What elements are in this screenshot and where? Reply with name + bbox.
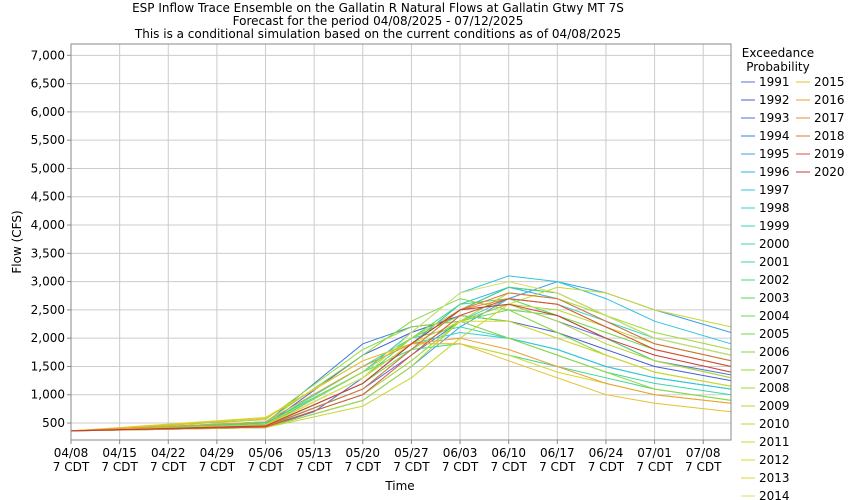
x-tick-sublabel: 7 CDT xyxy=(588,460,625,474)
y-tick-label: 5,500 xyxy=(31,133,65,147)
y-tick-label: 3,000 xyxy=(31,275,65,289)
legend-label: 2012 xyxy=(759,453,790,467)
legend-label: 2015 xyxy=(814,75,845,89)
legend-label: 2019 xyxy=(814,147,845,161)
y-tick-label: 2,500 xyxy=(31,303,65,317)
y-tick-label: 3,500 xyxy=(31,246,65,260)
legend-label: 2016 xyxy=(814,93,845,107)
legend-label: 2001 xyxy=(759,255,790,269)
x-tick-sublabel: 7 CDT xyxy=(539,460,576,474)
legend-label: 2018 xyxy=(814,129,845,143)
legend-label: 2008 xyxy=(759,381,790,395)
series-line-2020 xyxy=(70,303,732,432)
x-tick-label: 04/29 xyxy=(200,446,235,460)
legend-label: 2009 xyxy=(759,399,790,413)
legend-label: 2005 xyxy=(759,327,790,341)
x-tick-sublabel: 7 CDT xyxy=(685,460,722,474)
series-line-2014 xyxy=(70,281,732,432)
legend-items: 1991 1992 1993 1994 1995 1996 1997 1998 1999 2000… xyxy=(741,75,845,500)
legend-label: 1998 xyxy=(759,201,790,215)
chart-title: ESP Inflow Trace Ensemble on the Gallati… xyxy=(132,1,624,15)
y-tick-label: 5,000 xyxy=(31,161,65,175)
legend-label: 1996 xyxy=(759,165,790,179)
y-tick-label: 4,000 xyxy=(31,218,65,232)
series-line-1997 xyxy=(70,275,732,432)
chart-subtitle-condition: This is a conditional simulation based o… xyxy=(134,27,621,41)
legend-label: 1997 xyxy=(759,183,790,197)
x-tick-sublabel: 7 CDT xyxy=(199,460,236,474)
grid-lines xyxy=(70,44,731,440)
x-tick-sublabel: 7 CDT xyxy=(150,460,187,474)
y-tick-label: 6,500 xyxy=(31,77,65,91)
x-tick-label: 06/24 xyxy=(589,446,624,460)
x-tick-label: 04/08 xyxy=(54,446,89,460)
plot-area xyxy=(71,44,731,440)
x-tick-label: 06/03 xyxy=(443,446,478,460)
series-line-2015 xyxy=(70,343,732,432)
x-tick-sublabel: 7 CDT xyxy=(53,460,90,474)
legend-label: 1995 xyxy=(759,147,790,161)
legend-label: 2020 xyxy=(814,165,845,179)
chart-titles: ESP Inflow Trace Ensemble on the Gallati… xyxy=(132,1,624,41)
legend-label: 2002 xyxy=(759,273,790,287)
x-tick-label: 07/01 xyxy=(637,446,672,460)
y-tick-label: 7,000 xyxy=(31,48,65,62)
legend-label: 2003 xyxy=(759,291,790,305)
x-tick-label: 04/15 xyxy=(102,446,137,460)
x-tick-label: 05/06 xyxy=(248,446,283,460)
x-tick-sublabel: 7 CDT xyxy=(442,460,479,474)
y-tick-label: 500 xyxy=(42,416,65,430)
series-line-2016 xyxy=(70,337,732,432)
legend-label: 2000 xyxy=(759,237,790,251)
x-tick-label: 05/13 xyxy=(297,446,332,460)
x-tick-label: 06/10 xyxy=(491,446,526,460)
y-tick-label: 4,500 xyxy=(31,190,65,204)
x-tick-sublabel: 7 CDT xyxy=(247,460,284,474)
legend-label: 2017 xyxy=(814,111,845,125)
x-tick-label: 05/27 xyxy=(394,446,429,460)
legend-label: 2011 xyxy=(759,435,790,449)
y-axis: 500 1,000 1,500 2,000 2,500 3,000 3,500 4,000 4,… xyxy=(31,48,71,430)
series-line-2000 xyxy=(70,326,732,432)
series-line-2018 xyxy=(70,292,732,432)
chart-subtitle: Forecast for the period 04/08/2025 - 07/… xyxy=(233,14,524,28)
x-tick-sublabel: 7 CDT xyxy=(636,460,673,474)
x-tick-sublabel: 7 CDT xyxy=(345,460,382,474)
x-tick-sublabel: 7 CDT xyxy=(393,460,430,474)
y-axis-label: Flow (CFS) xyxy=(10,210,24,273)
legend-label: 1993 xyxy=(759,111,790,125)
x-tick-label: 06/17 xyxy=(540,446,575,460)
x-tick-label: 05/20 xyxy=(345,446,380,460)
legend-label: 2010 xyxy=(759,417,790,431)
legend: Exceedance Probability 19911992199319941… xyxy=(741,46,845,500)
x-axis-label: Time xyxy=(384,479,414,493)
legend-label: 2014 xyxy=(759,489,790,500)
plot-frame xyxy=(70,43,732,441)
legend-label: 1999 xyxy=(759,219,790,233)
legend-label: 1991 xyxy=(759,75,790,89)
legend-label: 2007 xyxy=(759,363,790,377)
x-tick-label: 07/08 xyxy=(686,446,721,460)
legend-label: 2004 xyxy=(759,309,790,323)
y-tick-label: 6,000 xyxy=(31,105,65,119)
legend-title: Exceedance xyxy=(742,46,814,60)
x-tick-label: 04/22 xyxy=(151,446,186,460)
series-lines xyxy=(70,275,732,432)
y-tick-label: 2,000 xyxy=(31,331,65,345)
legend-label: 2006 xyxy=(759,345,790,359)
legend-subtitle: Probability xyxy=(746,60,809,74)
x-tick-sublabel: 7 CDT xyxy=(101,460,138,474)
series-line-2007 xyxy=(70,320,732,432)
y-tick-label: 1,000 xyxy=(31,388,65,402)
y-tick-label: 1,500 xyxy=(31,359,65,373)
x-tick-sublabel: 7 CDT xyxy=(296,460,333,474)
x-tick-sublabel: 7 CDT xyxy=(490,460,527,474)
legend-label: 1994 xyxy=(759,129,790,143)
legend-label: 1992 xyxy=(759,93,790,107)
legend-label: 2013 xyxy=(759,471,790,485)
